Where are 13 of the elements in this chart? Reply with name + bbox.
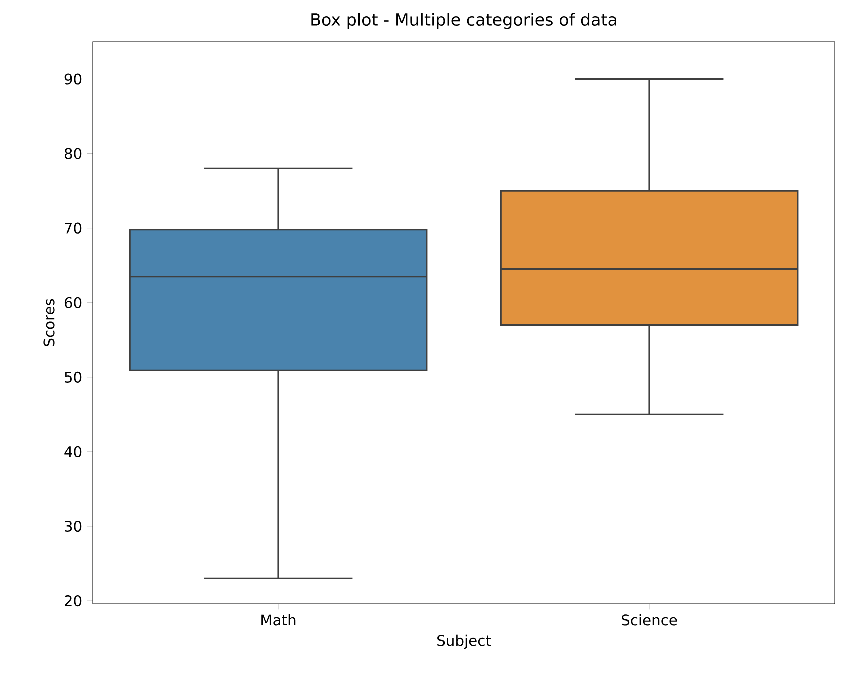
y-tick-label: 30	[65, 520, 82, 532]
y-tick-label: 20	[65, 595, 82, 607]
y-tick-label: 90	[64, 74, 82, 85]
x-tick-label: Math	[262, 614, 296, 626]
x-tick-label: Science	[622, 614, 678, 626]
y-tick-label: 40	[64, 446, 82, 458]
y-tick-label: 70	[65, 222, 82, 234]
y-tick-label: 80	[64, 148, 82, 160]
y-tick-label: 50	[65, 372, 82, 383]
y-tick-label: 60	[64, 297, 82, 308]
y-axis-title: Scores	[44, 299, 55, 346]
chart-title: Box plot - Multiple categories of data	[312, 13, 616, 30]
x-axis-title: Subject	[438, 634, 492, 650]
